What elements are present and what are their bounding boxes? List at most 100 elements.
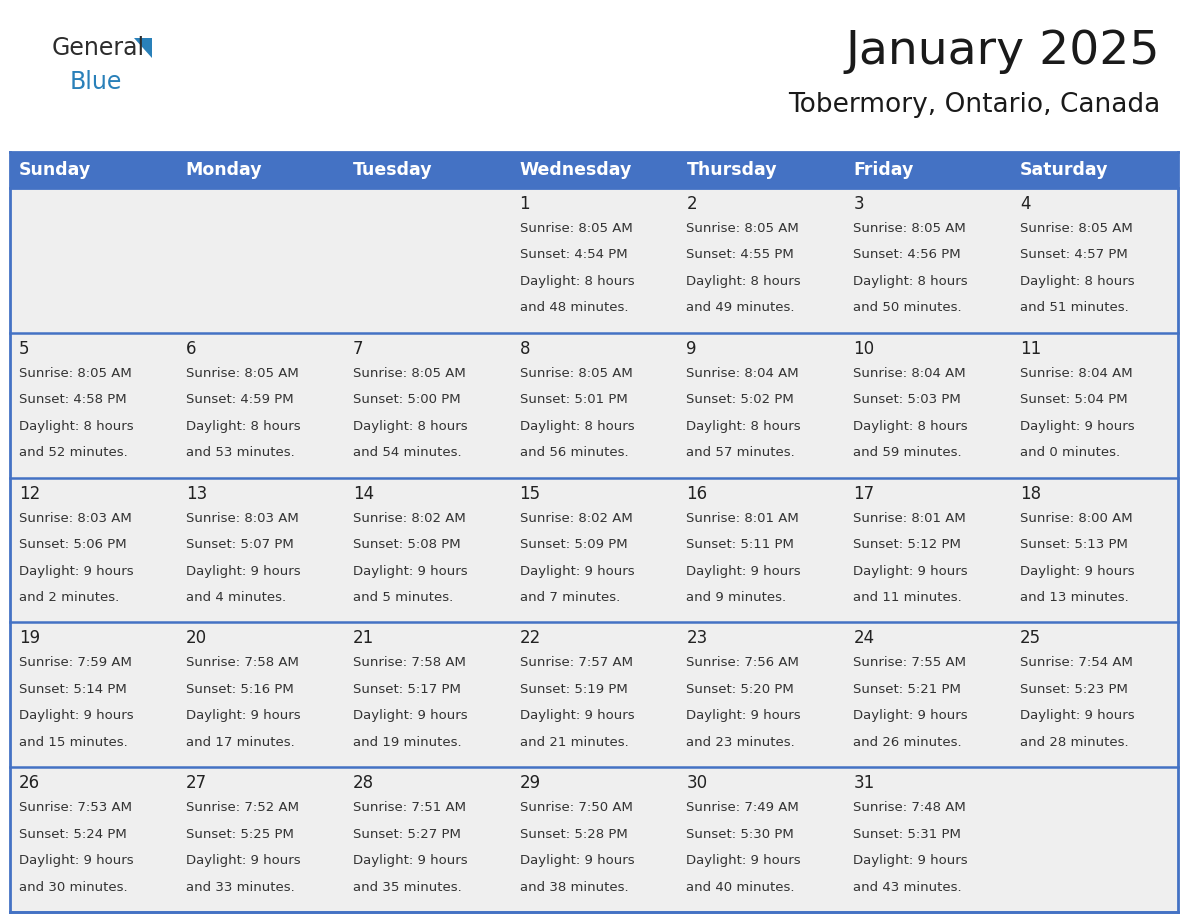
Text: Sunrise: 8:05 AM: Sunrise: 8:05 AM bbox=[853, 222, 966, 235]
Text: Daylight: 9 hours: Daylight: 9 hours bbox=[1020, 420, 1135, 432]
Text: Sunset: 5:23 PM: Sunset: 5:23 PM bbox=[1020, 683, 1129, 696]
Text: Sunrise: 8:04 AM: Sunrise: 8:04 AM bbox=[1020, 367, 1133, 380]
Text: Sunset: 5:16 PM: Sunset: 5:16 PM bbox=[185, 683, 293, 696]
Text: 15: 15 bbox=[519, 485, 541, 502]
Text: Sunrise: 7:58 AM: Sunrise: 7:58 AM bbox=[353, 656, 466, 669]
Text: Sunrise: 8:05 AM: Sunrise: 8:05 AM bbox=[519, 367, 632, 380]
Text: and 4 minutes.: and 4 minutes. bbox=[185, 591, 286, 604]
Text: Daylight: 9 hours: Daylight: 9 hours bbox=[1020, 710, 1135, 722]
Text: and 48 minutes.: and 48 minutes. bbox=[519, 301, 628, 314]
Text: and 19 minutes.: and 19 minutes. bbox=[353, 735, 461, 749]
Text: and 9 minutes.: and 9 minutes. bbox=[687, 591, 786, 604]
Text: Daylight: 9 hours: Daylight: 9 hours bbox=[1020, 565, 1135, 577]
Text: Sunrise: 8:05 AM: Sunrise: 8:05 AM bbox=[1020, 222, 1133, 235]
Bar bbox=[10, 622, 177, 767]
Text: Sunset: 5:02 PM: Sunset: 5:02 PM bbox=[687, 393, 795, 407]
Bar bbox=[177, 333, 343, 477]
Text: Sunrise: 7:59 AM: Sunrise: 7:59 AM bbox=[19, 656, 132, 669]
Text: Sunset: 4:59 PM: Sunset: 4:59 PM bbox=[185, 393, 293, 407]
Text: Sunset: 5:13 PM: Sunset: 5:13 PM bbox=[1020, 538, 1129, 551]
Text: Sunrise: 8:05 AM: Sunrise: 8:05 AM bbox=[519, 222, 632, 235]
Text: Sunrise: 7:57 AM: Sunrise: 7:57 AM bbox=[519, 656, 632, 669]
Text: Sunrise: 8:05 AM: Sunrise: 8:05 AM bbox=[353, 367, 466, 380]
Text: Sunset: 4:54 PM: Sunset: 4:54 PM bbox=[519, 249, 627, 262]
Text: Daylight: 9 hours: Daylight: 9 hours bbox=[519, 565, 634, 577]
Bar bbox=[177, 188, 343, 333]
Text: Thursday: Thursday bbox=[687, 161, 777, 179]
Bar bbox=[845, 477, 1011, 622]
Text: Sunrise: 7:54 AM: Sunrise: 7:54 AM bbox=[1020, 656, 1133, 669]
Bar bbox=[1011, 333, 1178, 477]
Bar bbox=[343, 767, 511, 912]
Text: Sunrise: 7:52 AM: Sunrise: 7:52 AM bbox=[185, 801, 299, 814]
Bar bbox=[177, 622, 343, 767]
Text: Sunset: 5:25 PM: Sunset: 5:25 PM bbox=[185, 828, 293, 841]
Bar bbox=[511, 152, 677, 188]
Text: 3: 3 bbox=[853, 195, 864, 213]
Text: 2: 2 bbox=[687, 195, 697, 213]
Text: Sunset: 5:17 PM: Sunset: 5:17 PM bbox=[353, 683, 461, 696]
Text: Sunrise: 7:56 AM: Sunrise: 7:56 AM bbox=[687, 656, 800, 669]
Text: Daylight: 9 hours: Daylight: 9 hours bbox=[185, 710, 301, 722]
Text: 6: 6 bbox=[185, 340, 196, 358]
Bar bbox=[677, 477, 845, 622]
Bar bbox=[10, 188, 177, 333]
Text: 29: 29 bbox=[519, 774, 541, 792]
Text: Sunset: 5:07 PM: Sunset: 5:07 PM bbox=[185, 538, 293, 551]
Text: Sunset: 5:20 PM: Sunset: 5:20 PM bbox=[687, 683, 795, 696]
Text: 30: 30 bbox=[687, 774, 708, 792]
Bar bbox=[677, 152, 845, 188]
Text: Sunday: Sunday bbox=[19, 161, 91, 179]
Text: and 40 minutes.: and 40 minutes. bbox=[687, 880, 795, 893]
Text: 10: 10 bbox=[853, 340, 874, 358]
Bar bbox=[10, 333, 177, 477]
Text: 5: 5 bbox=[19, 340, 30, 358]
Bar bbox=[677, 767, 845, 912]
Text: 13: 13 bbox=[185, 485, 207, 502]
Text: Daylight: 9 hours: Daylight: 9 hours bbox=[353, 854, 467, 868]
Text: Tuesday: Tuesday bbox=[353, 161, 432, 179]
Bar bbox=[511, 333, 677, 477]
Text: Sunset: 5:27 PM: Sunset: 5:27 PM bbox=[353, 828, 461, 841]
Text: 23: 23 bbox=[687, 630, 708, 647]
Text: Sunset: 5:12 PM: Sunset: 5:12 PM bbox=[853, 538, 961, 551]
Bar bbox=[10, 152, 177, 188]
Text: 8: 8 bbox=[519, 340, 530, 358]
Text: 26: 26 bbox=[19, 774, 40, 792]
Text: 4: 4 bbox=[1020, 195, 1031, 213]
Text: Daylight: 8 hours: Daylight: 8 hours bbox=[853, 420, 968, 432]
Bar bbox=[343, 477, 511, 622]
Bar bbox=[1011, 767, 1178, 912]
Text: Blue: Blue bbox=[70, 70, 122, 94]
Text: and 0 minutes.: and 0 minutes. bbox=[1020, 446, 1120, 459]
Text: Sunset: 5:00 PM: Sunset: 5:00 PM bbox=[353, 393, 460, 407]
Bar bbox=[677, 622, 845, 767]
Text: January 2025: January 2025 bbox=[846, 29, 1159, 74]
Text: Daylight: 8 hours: Daylight: 8 hours bbox=[853, 274, 968, 288]
Text: Sunrise: 8:04 AM: Sunrise: 8:04 AM bbox=[853, 367, 966, 380]
Text: and 15 minutes.: and 15 minutes. bbox=[19, 735, 128, 749]
Text: Daylight: 9 hours: Daylight: 9 hours bbox=[853, 710, 968, 722]
Text: Sunset: 5:24 PM: Sunset: 5:24 PM bbox=[19, 828, 127, 841]
Bar bbox=[343, 622, 511, 767]
Text: Daylight: 9 hours: Daylight: 9 hours bbox=[519, 854, 634, 868]
Bar bbox=[511, 767, 677, 912]
Text: Sunrise: 7:53 AM: Sunrise: 7:53 AM bbox=[19, 801, 132, 814]
Text: and 2 minutes.: and 2 minutes. bbox=[19, 591, 119, 604]
Bar bbox=[845, 622, 1011, 767]
Text: General: General bbox=[52, 36, 145, 60]
Text: and 49 minutes.: and 49 minutes. bbox=[687, 301, 795, 314]
Text: Sunrise: 7:51 AM: Sunrise: 7:51 AM bbox=[353, 801, 466, 814]
Bar bbox=[10, 477, 177, 622]
Text: Sunset: 4:55 PM: Sunset: 4:55 PM bbox=[687, 249, 795, 262]
Text: Daylight: 9 hours: Daylight: 9 hours bbox=[19, 854, 133, 868]
Text: and 52 minutes.: and 52 minutes. bbox=[19, 446, 128, 459]
Text: and 30 minutes.: and 30 minutes. bbox=[19, 880, 127, 893]
Text: Sunrise: 7:50 AM: Sunrise: 7:50 AM bbox=[519, 801, 632, 814]
Text: Daylight: 9 hours: Daylight: 9 hours bbox=[519, 710, 634, 722]
Text: 22: 22 bbox=[519, 630, 541, 647]
Text: Sunset: 5:08 PM: Sunset: 5:08 PM bbox=[353, 538, 460, 551]
Text: Daylight: 9 hours: Daylight: 9 hours bbox=[853, 854, 968, 868]
Bar bbox=[1011, 152, 1178, 188]
Text: Sunset: 4:56 PM: Sunset: 4:56 PM bbox=[853, 249, 961, 262]
